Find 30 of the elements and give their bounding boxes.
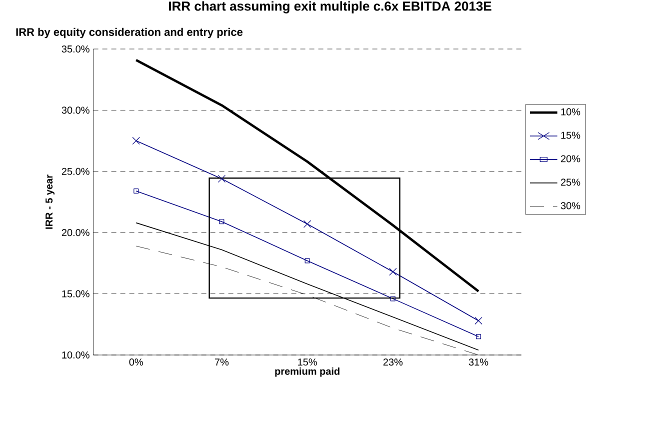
y-tick-label: 25.0%	[62, 168, 90, 175]
y-tick-label: 35.0%	[62, 45, 90, 53]
legend-label: 30%	[560, 202, 580, 210]
point	[134, 188, 139, 194]
y-axis-title: IRR - 5 year	[46, 174, 55, 229]
point	[474, 316, 482, 325]
x-tick-label: 0%	[129, 358, 143, 366]
y-tick-label: 10.0%	[62, 351, 90, 359]
chart-subtitle: IRR by equity consideration and entry price	[16, 28, 243, 38]
legend-label: 15%	[561, 132, 580, 139]
y-tick-label: 15.0%	[62, 290, 90, 298]
legend-label: 20%	[560, 155, 580, 162]
x-tick-label: 31%	[468, 358, 488, 366]
point	[476, 334, 481, 340]
x-tick-label: 15%	[298, 358, 317, 366]
legend-label: 25%	[560, 178, 580, 186]
point	[390, 296, 396, 302]
point	[132, 136, 140, 145]
point	[218, 174, 226, 183]
point	[219, 219, 224, 224]
x-axis-title: premium paid	[275, 367, 340, 377]
chart-title: IRR chart assuming exit multiple c.6x EBITDA 2013E	[169, 1, 492, 14]
x-tick-label: 23%	[383, 358, 403, 366]
point	[304, 258, 310, 264]
point	[389, 268, 397, 276]
x-tick-label: 7%	[214, 358, 229, 366]
y-tick-label: 20.0%	[62, 229, 90, 236]
y-tick-label: 30.0%	[62, 106, 90, 114]
legend-label: 10%	[561, 108, 580, 116]
point	[303, 220, 312, 228]
